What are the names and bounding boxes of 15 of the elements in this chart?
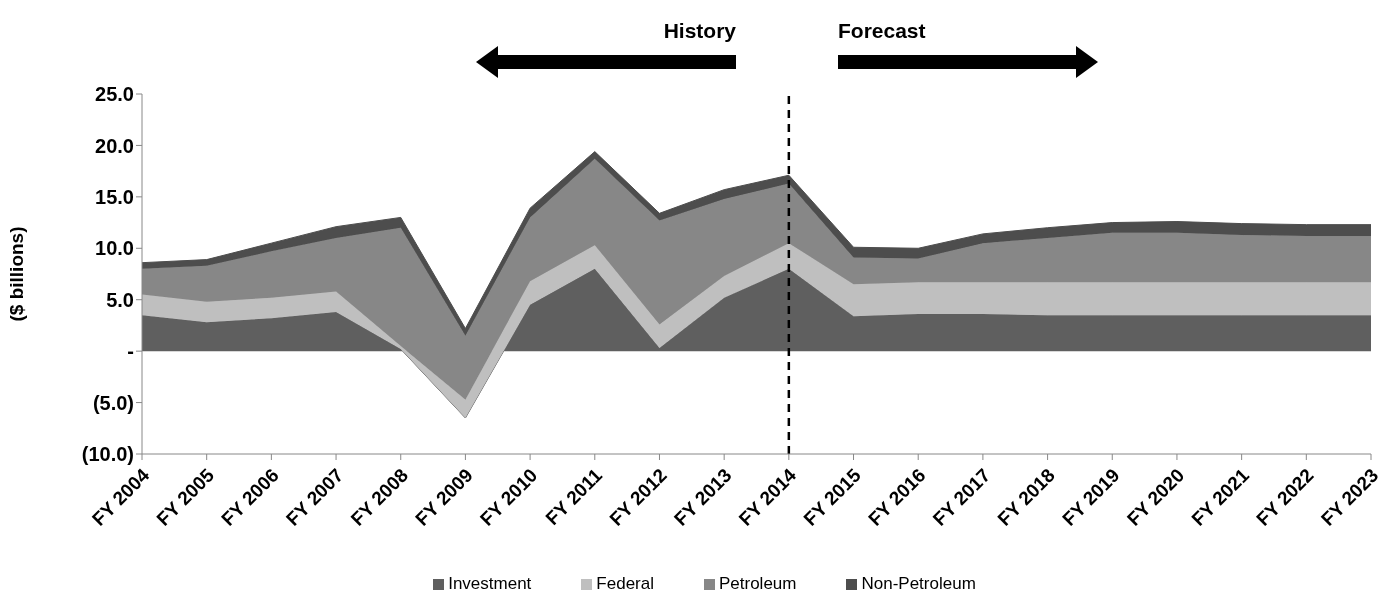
y-tick-label: 15.0 xyxy=(95,185,134,208)
y-tick-label: 20.0 xyxy=(95,134,134,157)
text: History xyxy=(663,19,737,42)
y-axis-title: ($ billions) xyxy=(5,226,27,322)
text: Forecast xyxy=(838,19,926,42)
legend-label: Petroleum xyxy=(718,574,797,594)
y-tick-label: - xyxy=(127,340,134,363)
legend-label: Non-Petroleum xyxy=(860,574,976,594)
y-tick-label: 25.0 xyxy=(95,83,134,106)
y-tick-label: 10.0 xyxy=(95,237,134,260)
y-tick-label: 5.0 xyxy=(106,288,134,311)
legend-label: Investment xyxy=(447,574,532,594)
y-tick-label: (10.0) xyxy=(81,443,134,466)
legend-label: Federal xyxy=(595,574,654,594)
y-tick-label: (5.0) xyxy=(92,391,134,414)
